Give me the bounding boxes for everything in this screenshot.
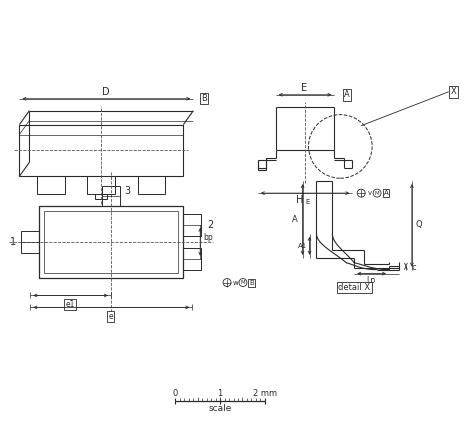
Text: w: w [233, 279, 239, 285]
Text: v: v [368, 190, 372, 196]
Bar [183, 214, 201, 236]
Bar [102, 186, 120, 206]
Text: 2: 2 [207, 220, 213, 230]
Bar [19, 124, 183, 176]
Text: Q: Q [416, 220, 422, 230]
Bar [87, 176, 115, 194]
Text: D: D [102, 87, 109, 97]
Text: M: M [241, 280, 245, 285]
Text: c: c [411, 263, 416, 272]
Text: Lp: Lp [366, 276, 376, 285]
Text: A: A [345, 90, 350, 99]
Text: detail X: detail X [338, 283, 370, 292]
Text: e: e [109, 312, 113, 321]
Text: 2 mm: 2 mm [253, 389, 277, 398]
Text: E: E [305, 199, 310, 205]
Bar [137, 176, 165, 194]
Bar [37, 176, 65, 194]
Text: scale: scale [209, 404, 232, 413]
Bar [39, 206, 183, 278]
Text: X: X [451, 87, 456, 96]
Text: 1: 1 [10, 237, 17, 247]
Bar [95, 194, 107, 199]
Text: H: H [296, 195, 303, 205]
Text: E: E [301, 83, 308, 93]
Text: e1: e1 [65, 300, 75, 309]
Text: bp: bp [203, 233, 213, 242]
Text: M: M [375, 190, 379, 196]
Text: A: A [383, 190, 388, 196]
Bar [183, 248, 201, 270]
Text: 0: 0 [173, 389, 178, 398]
Text: A: A [292, 216, 298, 225]
Bar [21, 231, 39, 253]
Text: B: B [249, 279, 254, 285]
Text: A1: A1 [298, 243, 307, 249]
Text: 1: 1 [218, 389, 223, 398]
Bar [44, 211, 178, 273]
Text: 3: 3 [125, 186, 131, 196]
Text: B: B [201, 94, 207, 103]
